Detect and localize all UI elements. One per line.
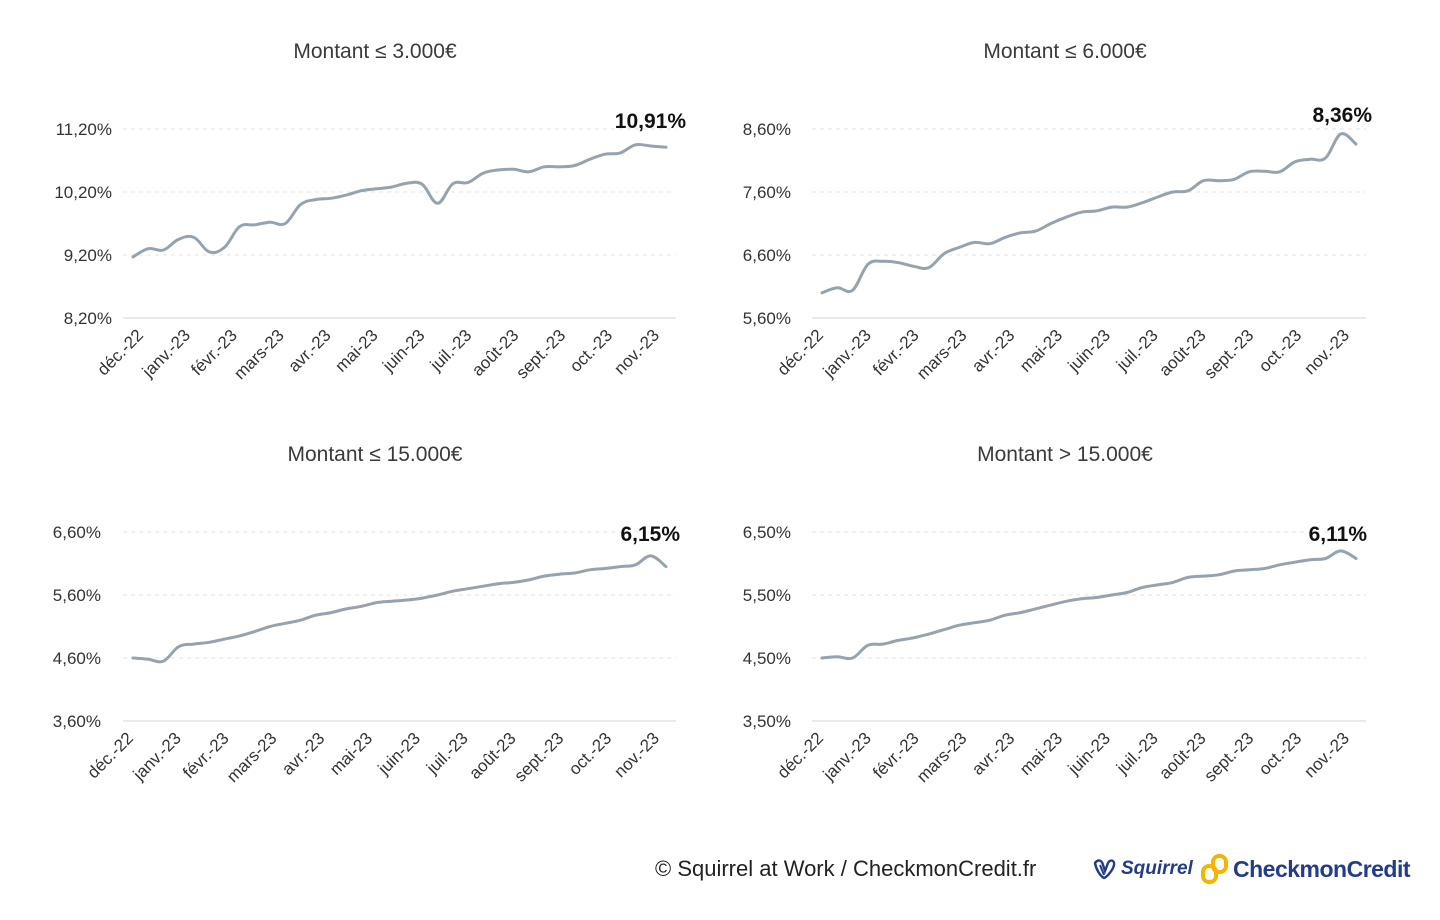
x-tick-label: juin-23 [1064,729,1114,779]
last-value-label: 6,11% [1309,523,1368,546]
y-tick-label: 4,60% [53,649,101,668]
y-tick-label: 9,20% [64,246,112,265]
x-tick-label: août-23 [1155,729,1209,783]
series-line [131,142,668,259]
chart-title: Montant ≤ 15.000€ [287,443,463,466]
series-line [820,132,1358,295]
y-tick-label: 5,60% [743,309,791,328]
x-tick-label: sept.-23 [1201,729,1258,786]
squirrel-logo-text: Squirrel [1121,858,1193,879]
checkmoncredit-logo-text: CheckmonCredit [1233,855,1411,882]
x-tick-label: avr.-23 [968,729,1018,779]
y-tick-label: 3,50% [743,712,791,731]
last-value-label: 10,91% [615,110,687,133]
footer: © Squirrel at Work / CheckmonCredit.fr S… [0,850,1440,890]
y-tick-label: 7,60% [743,183,791,202]
x-tick-label: oct.-23 [1255,729,1305,779]
series-line [131,554,668,664]
y-tick-label: 6,60% [53,523,101,542]
checkmoncredit-logo: CheckmonCredit [1200,852,1411,886]
chart-title: Montant ≤ 3.000€ [293,40,457,63]
x-tick-label: juil.-23 [1112,729,1162,779]
series-line [820,549,1358,661]
chart-title: Montant ≤ 6.000€ [983,40,1147,63]
y-tick-label: 4,50% [743,649,791,668]
y-tick-label: 11,20% [56,120,112,139]
x-tick-label: janv.-23 [819,729,875,785]
x-tick-label: mai-23 [1016,729,1066,779]
y-tick-label: 6,50% [743,523,791,542]
y-tick-label: 5,60% [53,586,101,605]
squirrel-icon [1093,859,1116,880]
copyright-text: © Squirrel at Work / CheckmonCredit.fr [655,856,1037,881]
y-tick-label: 3,60% [53,712,101,731]
x-tick-label: déc.-22 [774,729,828,783]
x-tick-label: nov.-23 [1300,729,1353,782]
chart-title: Montant > 15.000€ [977,443,1153,466]
y-tick-label: 10,20% [54,183,112,202]
chain-link-icon [1201,854,1228,884]
y-tick-label: 8,60% [743,120,791,139]
squirrel-logo: Squirrel [1092,854,1193,884]
y-tick-label: 6,60% [743,246,791,265]
last-value-label: 8,36% [1312,104,1372,127]
y-tick-label: 8,20% [64,309,112,328]
last-value-label: 6,15% [620,523,680,546]
y-tick-label: 5,50% [743,586,791,605]
x-tick-label: mars-23 [913,729,971,787]
